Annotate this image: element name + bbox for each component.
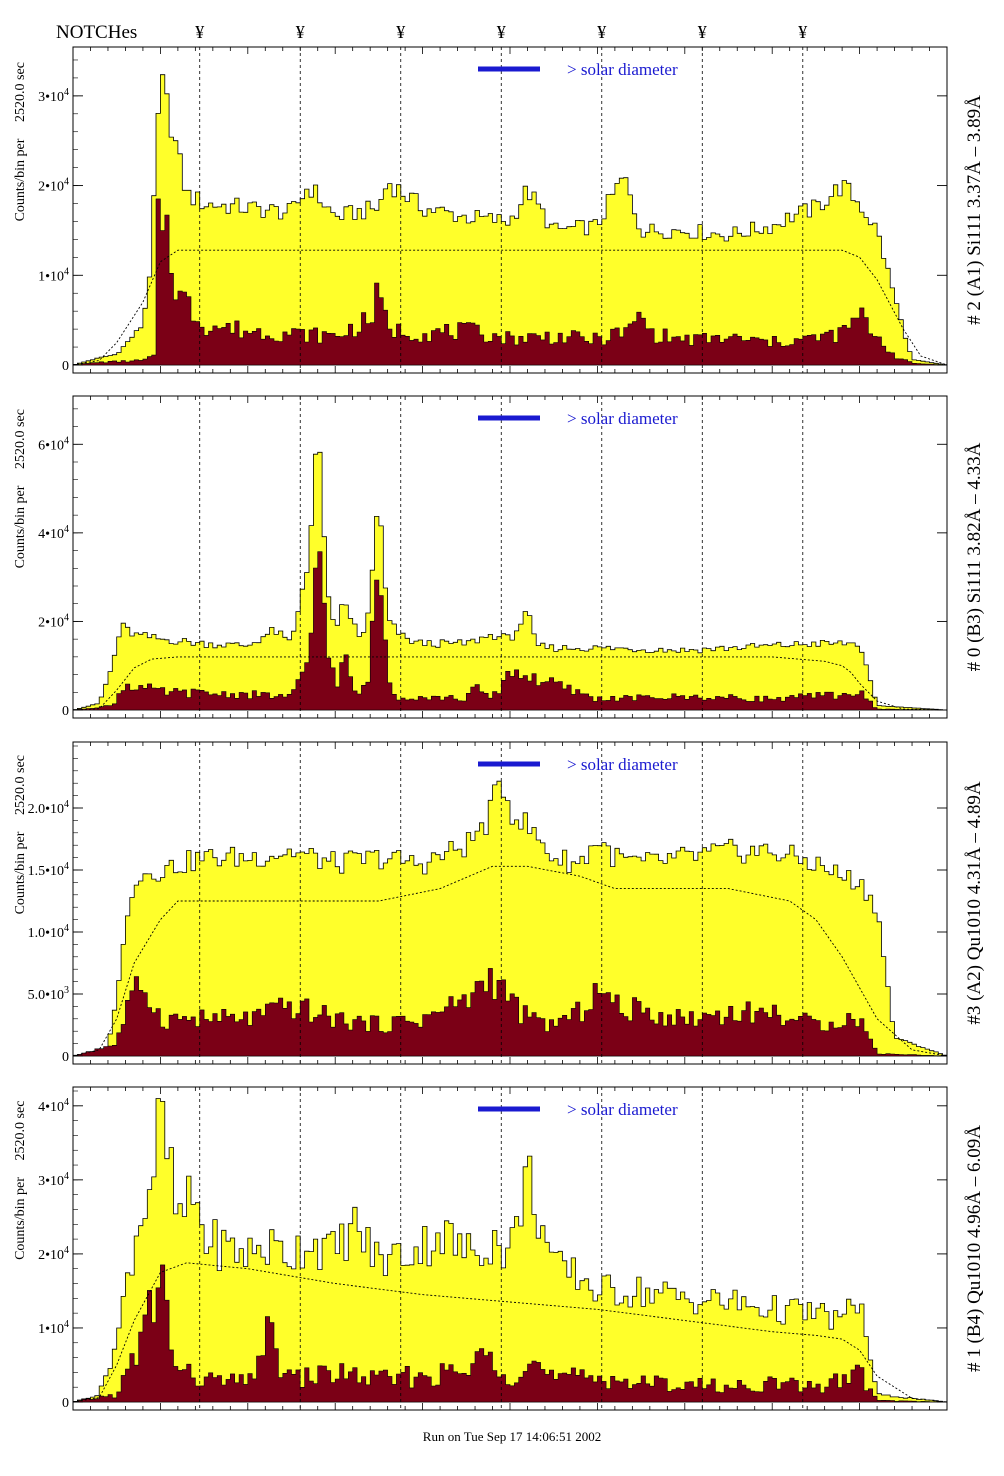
panel-1: 0 2•104 4•104 6•104 Counts/bin per 2520.0 sec…: [13, 395, 985, 719]
notch-markers: ¥ ¥ ¥ ¥ ¥ ¥ ¥: [195, 22, 807, 42]
y-axis-label-counts: Counts/bin per: [13, 485, 28, 568]
y-axis-label-counts: Counts/bin per: [13, 831, 28, 914]
series-sub-area: [72, 968, 948, 1057]
y-axis-label-time: 2520.0 sec: [13, 1101, 28, 1161]
panel-0: 0 1•104 2•104 3•104 Counts/bin per 2520.0 sec…: [13, 46, 985, 374]
y-axis-label-time: 2520.0 sec: [13, 62, 28, 122]
y-tick-label: 3•104: [38, 87, 69, 105]
legend-text: > solar diameter: [567, 755, 678, 774]
y-tick-label: 0: [62, 1050, 69, 1065]
notch-marker-4: ¥: [597, 22, 606, 42]
y-tick-label: 1.5•104: [28, 861, 69, 879]
series-sub-area: [72, 1264, 947, 1403]
y-tick-label: 2•104: [38, 1245, 69, 1263]
y-tick-label: 3•104: [38, 1171, 69, 1189]
y-axis-label-time: 2520.0 sec: [13, 755, 28, 815]
series-model-curve: [72, 249, 948, 366]
y-tick-label: 4•104: [38, 1097, 69, 1115]
y-tick-label: 6•104: [38, 435, 69, 453]
legend-text: > solar diameter: [567, 1100, 678, 1119]
y-axis-label-counts: Counts/bin per: [13, 138, 28, 221]
notch-marker-3: ¥: [497, 22, 506, 42]
y-tick-label: 2•104: [38, 177, 69, 195]
series-model-curve: [72, 865, 948, 1057]
side-label: # 1 (B4) Qu1010 4.96Å – 6.09Å: [964, 1125, 985, 1372]
series-total-area: [72, 451, 948, 711]
series-total-area: [72, 1098, 948, 1403]
y-tick-label: 1.0•104: [28, 923, 69, 941]
legend-text: > solar diameter: [567, 409, 678, 428]
series-model-curve: [72, 1262, 948, 1403]
y-tick-label: 0: [62, 1396, 69, 1411]
y-tick-label: 4•104: [38, 524, 69, 542]
y-tick-label: 2.0•104: [28, 799, 69, 817]
series-total-area: [72, 74, 948, 366]
notch-marker-5: ¥: [698, 22, 707, 42]
y-tick-label: 1•104: [38, 266, 69, 284]
side-label: # 2 (A1) Si111 3.37Å – 3.89Å: [964, 95, 985, 325]
legend-text: > solar diameter: [567, 60, 678, 79]
side-label: # 0 (B3) Si111 3.82Å – 4.33Å: [964, 442, 985, 671]
run-footer: Run on Tue Sep 17 14:06:51 2002: [423, 1429, 601, 1444]
panels: 0 1•104 2•104 3•104 Counts/bin per 2520.0 sec…: [13, 46, 985, 1411]
notches-label: NOTCHes: [56, 22, 137, 43]
notch-marker-2: ¥: [396, 22, 405, 42]
y-axis-label-counts: Counts/bin per: [13, 1177, 28, 1260]
notch-marker-1: ¥: [296, 22, 305, 42]
y-tick-label: 1•104: [38, 1319, 69, 1337]
series-model-curve: [72, 656, 948, 711]
side-label: #3 (A2) Qu1010 4.31Å – 4.89Å: [964, 781, 985, 1025]
header: NOTCHes ¥ ¥ ¥ ¥ ¥ ¥ ¥: [56, 22, 807, 43]
panel-2: 0 5.0•103 1.0•104 1.5•104 2.0•104Counts/bin …: [13, 741, 985, 1065]
y-tick-label: 0: [62, 704, 69, 719]
y-tick-label: 2•104: [38, 612, 69, 630]
y-axis-label-time: 2520.0 sec: [13, 409, 28, 469]
notch-marker-6: ¥: [798, 22, 807, 42]
y-tick-label: 5.0•103: [28, 985, 69, 1003]
panel-3: 0 1•104 2•104 3•104 4•104 Counts/bin per 2520.…: [13, 1086, 985, 1411]
notch-marker-0: ¥: [195, 22, 204, 42]
series-sub-area: [72, 198, 948, 366]
y-tick-label: 0: [62, 359, 69, 374]
